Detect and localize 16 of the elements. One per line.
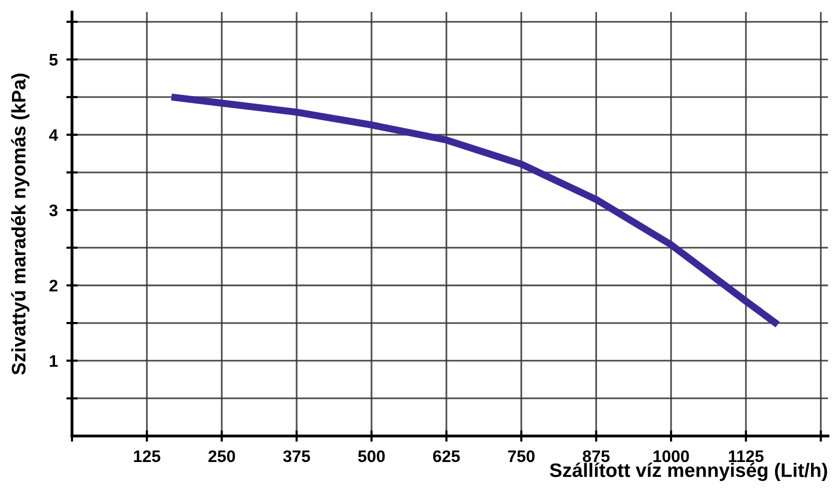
y-tick-label: 5 [49, 54, 58, 66]
x-tick-label: 1125 [728, 450, 764, 462]
y-tick-label: 4 [49, 129, 58, 141]
x-tick-label: 750 [508, 450, 535, 462]
y-tick-label: 2 [49, 280, 58, 292]
x-tick-label: 875 [582, 450, 610, 462]
x-tick-label: 500 [358, 450, 385, 462]
x-tick-label: 625 [433, 450, 460, 462]
y-axis-title: Szivattyú maradék nyomás (kPa) [11, 74, 30, 375]
x-tick-label: 125 [134, 450, 160, 462]
y-tick-label: 1 [50, 355, 58, 367]
x-tick-label: 375 [283, 450, 310, 462]
x-tick-label: 250 [208, 450, 235, 462]
x-tick-label: 1000 [654, 450, 689, 462]
y-tick-label: 3 [49, 204, 58, 216]
x-axis-title: Szállított víz mennyiség (Lit/h) [550, 462, 828, 482]
